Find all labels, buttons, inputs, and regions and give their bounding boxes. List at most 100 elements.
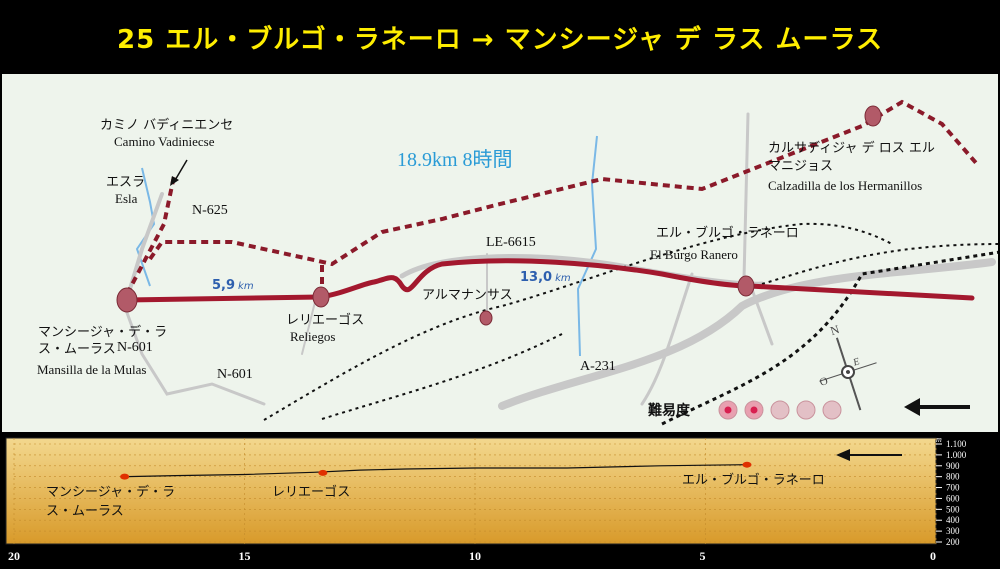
difficulty-label: 難易度 <box>648 402 691 419</box>
dotted-road-east <box>761 243 1000 285</box>
town-marker-almanansas <box>479 310 493 326</box>
road-label-le6615: LE-6615 <box>486 235 536 250</box>
distance-seg2: 13,0 km <box>520 270 571 285</box>
road-label-n601a: N-601 <box>117 340 153 355</box>
label-calzadilla-jp-line2: マニジョス <box>768 159 833 174</box>
label-reliegos-es: Reliegos <box>290 329 336 344</box>
difficulty-rating: 難易度 <box>648 400 842 420</box>
profile-label-burgo: エル・ブルゴ・ラネーロ <box>682 472 825 488</box>
alt-routes <box>125 99 979 296</box>
compass: N O E <box>818 322 877 411</box>
road-branch-e <box>301 293 318 355</box>
label-vadiniecse-es: Camino Vadiniecse <box>114 134 215 149</box>
page-title: 25 エル・ブルゴ・ラネーロ → マンシージャ デ ラス ムーラス <box>117 24 883 55</box>
route-map-svg: 18.9km 8時間 5,9 km 13,0 km N-625 N-601 N-60… <box>37 99 1000 426</box>
road-label-a231: A-231 <box>580 359 616 374</box>
place-labels: カミノ バディニエンセ Camino Vadiniecse エスラ Esla マ… <box>37 117 939 377</box>
dotted-road-south <box>263 222 893 421</box>
difficulty-shell-filled-dot <box>724 406 732 414</box>
profile-y-tick-label: 300 <box>946 526 960 536</box>
label-burgo-jp: エル・ブルゴ・ラネーロ <box>656 225 799 241</box>
label-calzadilla-jp: カルサディジャ デ ロス エル マニジョス <box>768 140 939 174</box>
profile-y-tick-label: 800 <box>946 472 960 482</box>
label-esla-jp: エスラ <box>106 175 145 190</box>
profile-y-tick-label: 700 <box>946 483 960 493</box>
distance-seg2-value: 13,0 <box>520 270 552 285</box>
label-esla-es: Esla <box>115 191 138 206</box>
town-marker-burgo <box>737 275 755 297</box>
profile-x-tick-label: 15 <box>239 549 251 563</box>
label-mansilla-jp: マンシージャ・デ・ラ ス・ムーラス <box>38 324 171 357</box>
profile-y-unit: m <box>936 436 942 444</box>
town-marker-calzadilla <box>864 105 882 127</box>
profile-town-marker <box>318 469 328 476</box>
profile-y-tick-label: 600 <box>946 493 960 503</box>
title-bar: 25 エル・ブルゴ・ラネーロ → マンシージャ デ ラス ムーラス <box>0 0 1000 74</box>
difficulty-shell <box>796 400 816 420</box>
compass-n: N <box>828 322 841 338</box>
alt-route-vadiniecse <box>125 175 176 295</box>
direction-arrow <box>904 398 970 416</box>
town-marker-reliegos <box>312 286 330 308</box>
distance-seg1: 5,9 km <box>212 278 254 293</box>
profile-town-marker <box>120 473 130 480</box>
profile-markers <box>120 461 752 480</box>
elevation-profile: 20 15 10 5 0 m 1.100 1.000 900 800 700 600 500 400 30… <box>2 435 998 564</box>
road-branch-c <box>742 112 750 281</box>
road-a231 <box>498 258 996 410</box>
profile-x-tick-label: 20 <box>8 549 20 563</box>
profile-label-reliegos: レリエーゴス <box>272 484 350 500</box>
label-calzadilla-jp-line1: カルサディジャ デ ロス エル <box>768 140 935 156</box>
dotted-roads <box>263 222 1000 421</box>
label-reliegos-jp: レリエーゴス <box>286 312 364 328</box>
road-branch-b <box>748 282 774 346</box>
town-markers <box>116 105 882 326</box>
profile-direction-arrow-head <box>836 449 850 461</box>
label-mansilla-jp-line2: ス・ムーラス <box>38 342 116 357</box>
profile-x-tick-label: 5 <box>700 549 706 563</box>
distance-seg2-unit: km <box>555 273 571 284</box>
profile-y-tick-label: 1.000 <box>946 450 967 460</box>
compass-o: O <box>818 375 829 389</box>
label-almanansas-jp: アルマナンサス <box>422 288 513 303</box>
direction-arrow-head <box>904 398 920 416</box>
compass-e: E <box>851 356 861 369</box>
road-branch-a <box>640 272 694 406</box>
difficulty-shells <box>718 400 842 420</box>
profile-town-marker <box>742 461 752 468</box>
vadiniecse-arrow <box>173 159 188 183</box>
main-route <box>124 258 975 303</box>
distance-seg1-unit: km <box>238 281 254 292</box>
profile-band <box>5 437 937 545</box>
profile-label-mansilla: マンシージャ・デ・ラ ス・ムーラス <box>46 484 179 519</box>
elevation-line <box>124 464 748 478</box>
profile-x-ticks: 20 15 10 5 0 <box>8 438 937 563</box>
town-marker-mansilla <box>116 287 138 313</box>
route-map: 18.9km 8時間 5,9 km 13,0 km N-625 N-601 N-60… <box>2 74 1000 432</box>
river-a231 <box>576 135 598 357</box>
label-mansilla-jp-line1: マンシージャ・デ・ラ <box>38 324 167 340</box>
profile-y-tick-label: 200 <box>946 537 960 547</box>
profile-x-tick-label: 10 <box>469 549 481 563</box>
route-summary: 18.9km 8時間 <box>397 148 513 171</box>
label-vadiniecse-jp: カミノ バディニエンセ <box>100 117 233 133</box>
esla-river <box>135 167 156 287</box>
elevation-profile-svg: 20 15 10 5 0 m 1.1001.00090080070060050040030… <box>5 435 967 563</box>
road-labels: N-625 N-601 N-601 LE-6615 A-231 <box>117 203 616 382</box>
vadiniecse-arrowhead <box>170 176 179 186</box>
road-label-n625: N-625 <box>192 203 228 218</box>
difficulty-shell-filled-dot <box>750 406 758 414</box>
difficulty-shell <box>822 400 842 420</box>
label-calzadilla-es: Calzadilla de los Hermanillos <box>768 178 922 193</box>
label-burgo-es: El Burgo Ranero <box>650 247 738 262</box>
dotted-road-mid <box>321 333 563 420</box>
road-n601 <box>120 297 266 406</box>
profile-label-mansilla-line2: ス・ムーラス <box>46 504 124 519</box>
difficulty-shell <box>770 400 790 420</box>
distance-seg1-value: 5,9 <box>212 278 235 293</box>
profile-y-tick-label: 1.100 <box>946 439 967 449</box>
alt-route-calzadilla <box>148 99 979 267</box>
profile-y-tick-label: 900 <box>946 461 960 471</box>
profile-label-mansilla-line1: マンシージャ・デ・ラ <box>46 484 175 500</box>
